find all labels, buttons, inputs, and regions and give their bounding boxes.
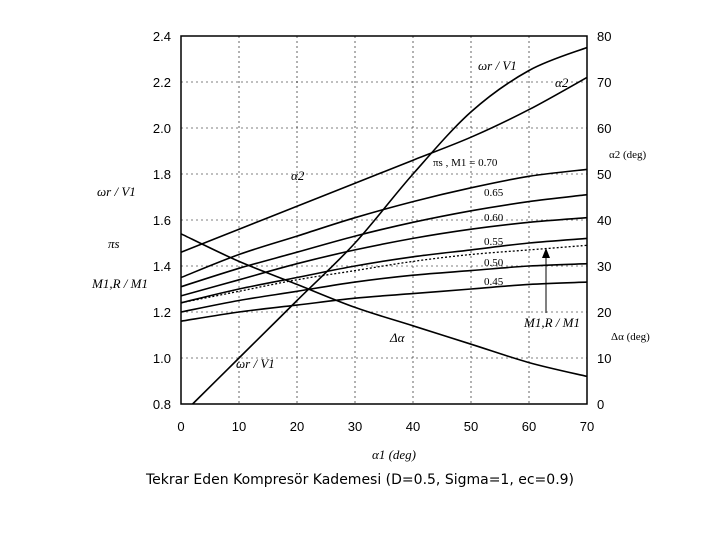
series-line-8 bbox=[180, 281, 588, 322]
left-tick-label: 1.6 bbox=[153, 213, 171, 228]
x-tick-label: 30 bbox=[348, 419, 362, 434]
series-line-1 bbox=[180, 76, 588, 253]
left-tick-label: 0.8 bbox=[153, 397, 171, 412]
series-line-7 bbox=[180, 262, 588, 313]
left-tick-label: 2.4 bbox=[153, 29, 171, 44]
right-tick-label: 80 bbox=[597, 29, 611, 44]
series-line-0 bbox=[192, 46, 588, 405]
right-tick-label: 0 bbox=[597, 397, 604, 412]
annotation-045: 0.45 bbox=[484, 276, 504, 288]
right-axis-label-alpha2: α2 (deg) bbox=[609, 149, 647, 161]
x-tick-label: 20 bbox=[290, 419, 304, 434]
figure-caption: Tekrar Eden Kompresör Kademesi (D=0.5, S… bbox=[145, 472, 575, 488]
x-tick-label: 0 bbox=[177, 419, 184, 434]
left-tick-label: 1.0 bbox=[153, 351, 171, 366]
x-tick-label: 50 bbox=[464, 419, 478, 434]
series-line-9 bbox=[180, 244, 588, 304]
left-tick-label: 1.2 bbox=[153, 305, 171, 320]
left-tick-label: 2.0 bbox=[153, 121, 171, 136]
annotation-alpha2-top: α2 bbox=[555, 75, 569, 90]
annotation-dalpha: Δα bbox=[389, 330, 406, 345]
right-axis-label-dalpha: Δα (deg) bbox=[611, 331, 650, 343]
series-line-6 bbox=[180, 237, 588, 304]
left-tick-label: 2.2 bbox=[153, 75, 171, 90]
series-line-3 bbox=[180, 168, 588, 279]
annotation-055: 0.55 bbox=[484, 236, 504, 248]
annotation-arrow-head bbox=[542, 248, 550, 258]
left-tick-label: 1.8 bbox=[153, 167, 171, 182]
x-tick-label: 60 bbox=[522, 419, 536, 434]
x-tick-label: 40 bbox=[406, 419, 420, 434]
grid bbox=[180, 35, 588, 405]
annotation-060: 0.60 bbox=[484, 212, 504, 224]
annotation-omega-top: ωr / V1 bbox=[478, 58, 517, 73]
curves bbox=[180, 46, 588, 405]
x-tick-label: 70 bbox=[580, 419, 594, 434]
right-tick-label: 30 bbox=[597, 259, 611, 274]
right-tick-label: 10 bbox=[597, 351, 611, 366]
right-tick-labels: 0 10 20 30 40 50 60 70 80 bbox=[597, 29, 611, 412]
series-line-5 bbox=[180, 216, 588, 297]
left-axis-label-mach: M1,R / M1 bbox=[91, 276, 148, 291]
annotation-050: 0.50 bbox=[484, 257, 504, 269]
left-tick-labels: 0.8 1.0 1.2 1.4 1.6 1.8 2.0 2.2 2.4 bbox=[153, 29, 171, 412]
x-axis-label: α1 (deg) bbox=[372, 447, 416, 462]
right-tick-label: 60 bbox=[597, 121, 611, 136]
annotation-065: 0.65 bbox=[484, 187, 504, 199]
left-axis-label-pi: πs bbox=[108, 236, 120, 251]
right-tick-label: 70 bbox=[597, 75, 611, 90]
annotation-alpha2-mid: α2 bbox=[291, 168, 305, 183]
annotation-mach-ratio: M1,R / M1 bbox=[523, 315, 580, 330]
left-tick-label: 1.4 bbox=[153, 259, 171, 274]
annotation-omega-low: ωr / V1 bbox=[236, 356, 275, 371]
right-tick-label: 20 bbox=[597, 305, 611, 320]
left-axis-label-omega: ωr / V1 bbox=[97, 184, 136, 199]
x-tick-label: 10 bbox=[232, 419, 246, 434]
plot-frame bbox=[180, 35, 588, 405]
x-tick-labels: 0 10 20 30 40 50 60 70 bbox=[177, 419, 594, 434]
series-line-2 bbox=[180, 233, 588, 378]
right-tick-label: 50 bbox=[597, 167, 611, 182]
right-tick-label: 40 bbox=[597, 213, 611, 228]
series-line-4 bbox=[180, 193, 588, 288]
annotation-pi-mach: πs , M1 = 0.70 bbox=[433, 157, 498, 169]
